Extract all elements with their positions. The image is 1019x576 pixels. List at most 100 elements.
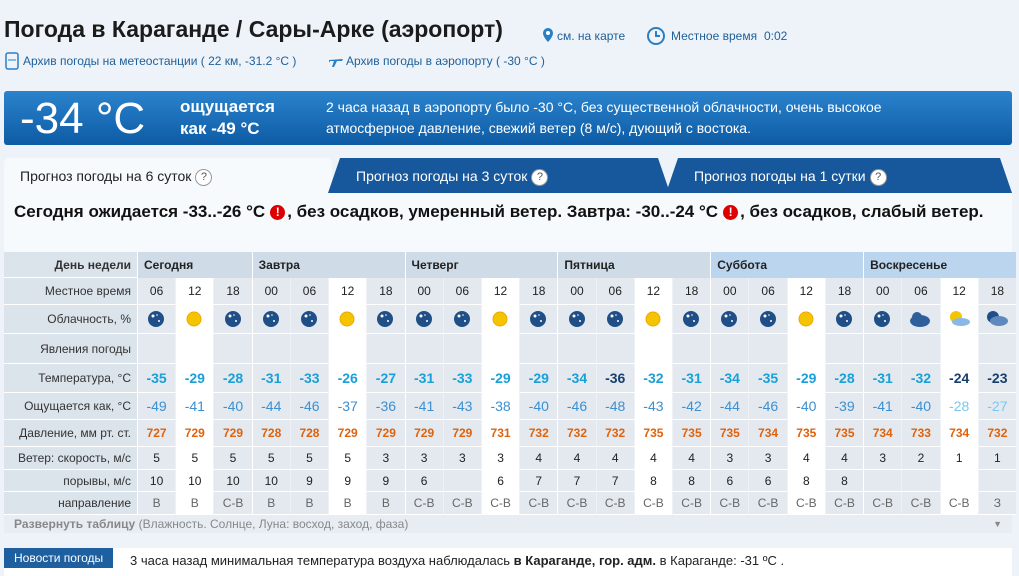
pressure-cell: 729 xyxy=(404,420,443,447)
temperature-cell: -32 xyxy=(633,364,673,393)
wind-speed-cell: 4 xyxy=(786,447,825,470)
pressure-cell: 732 xyxy=(557,420,596,447)
row-label: Ветер: скорость, м/с xyxy=(4,447,137,470)
wind-gust-cell: 8 xyxy=(672,470,711,492)
help-icon[interactable]: ? xyxy=(531,169,548,186)
tab-1-day[interactable]: Прогноз погоды на 1 сутки? xyxy=(666,158,1012,193)
archive-station-link[interactable]: Архив погоды на метеостанции ( 22 км, -3… xyxy=(23,54,297,68)
feels-like-cell: -49 xyxy=(137,393,176,420)
wind-speed-cell: 5 xyxy=(137,447,176,470)
wind-speed-cell: 1 xyxy=(977,447,1016,470)
local-time-label: Местное время xyxy=(671,29,758,43)
wind-gust-cell: 9 xyxy=(289,470,329,492)
day-header: Воскресенье xyxy=(863,252,1016,278)
clock-icon xyxy=(647,27,665,45)
page-title: Погода в Караганде / Сары-Арке (аэропорт… xyxy=(4,16,503,42)
cloud-icon xyxy=(224,311,241,327)
pressure-cell: 729 xyxy=(442,420,481,447)
time-cell: 00 xyxy=(251,278,290,305)
help-icon[interactable]: ? xyxy=(870,169,887,186)
phenomena-cell xyxy=(977,334,1016,364)
temperature-cell: -34 xyxy=(710,364,749,393)
help-icon[interactable]: ? xyxy=(195,168,213,186)
wind-gust-cell: 6 xyxy=(480,470,520,492)
current-temp: -34 °C xyxy=(20,94,146,143)
cloud-icon xyxy=(453,311,470,327)
temperature-cell: -36 xyxy=(595,364,634,393)
row-label: Местное время xyxy=(4,278,137,305)
wind-speed-cell: 5 xyxy=(251,447,290,470)
day-header: Пятница xyxy=(557,252,711,278)
warning-icon[interactable]: ! xyxy=(723,205,739,220)
feels-like-cell: -42 xyxy=(672,393,711,420)
tab-label: Прогноз погоды на 6 суток xyxy=(20,168,192,184)
local-time: 0:02 xyxy=(764,29,788,43)
phenomena-cell xyxy=(289,334,329,364)
warning-icon[interactable]: ! xyxy=(270,205,286,220)
news-tag[interactable]: Новости погоды xyxy=(4,548,114,568)
cloud-icon xyxy=(606,311,623,327)
temperature-cell: -34 xyxy=(557,364,596,393)
wind-speed-cell: 5 xyxy=(328,447,367,470)
row-label: Явления погоды xyxy=(4,334,137,364)
expand-link[interactable]: Развернуть таблицу xyxy=(14,517,136,531)
cloud-cell xyxy=(939,305,978,334)
pressure-cell: 734 xyxy=(863,420,902,447)
summary-text: Сегодня ожидается -33..-26 °C xyxy=(14,202,266,221)
temperature-cell: -29 xyxy=(786,364,825,393)
temperature-cell: -29 xyxy=(480,364,520,393)
tab-3-days[interactable]: Прогноз погоды на 3 суток? xyxy=(328,158,670,193)
phenomena-cell xyxy=(672,334,711,364)
pressure-cell: 731 xyxy=(480,420,520,447)
wind-speed-cell: 2 xyxy=(901,447,940,470)
cloud-cell xyxy=(901,305,940,334)
row-label: Облачность, % xyxy=(4,305,137,334)
pressure-cell: 735 xyxy=(633,420,673,447)
pressure-cell: 727 xyxy=(137,420,176,447)
feels-like-cell: -40 xyxy=(901,393,940,420)
wind-direction-cell: В xyxy=(289,492,329,515)
wind-speed-cell: 4 xyxy=(519,447,558,470)
wind-speed-cell: 3 xyxy=(404,447,443,470)
plane-icon xyxy=(329,59,343,67)
feels-like-cell: -44 xyxy=(710,393,749,420)
phenomena-cell xyxy=(328,334,367,364)
temperature-cell: -27 xyxy=(366,364,405,393)
cloud-icon xyxy=(949,311,970,326)
expand-table[interactable]: Развернуть таблицу (Влажность. Солнце, Л… xyxy=(4,515,1012,533)
wind-gust-cell xyxy=(901,470,940,492)
cloud-icon xyxy=(798,311,814,327)
pressure-cell: 733 xyxy=(901,420,940,447)
feels-like-cell: -40 xyxy=(213,393,252,420)
wind-speed-cell: 5 xyxy=(213,447,252,470)
wind-direction-cell: С-В xyxy=(480,492,520,515)
phenomena-cell xyxy=(366,334,405,364)
time-cell: 12 xyxy=(480,278,520,305)
time-cell: 00 xyxy=(557,278,596,305)
wind-direction-cell: В xyxy=(366,492,405,515)
map-link[interactable]: см. на карте xyxy=(557,29,626,43)
cloud-icon xyxy=(721,311,738,327)
cloud-icon xyxy=(186,311,202,327)
expand-note: (Влажность. Солнце, Луна: восход, заход,… xyxy=(138,517,409,531)
row-label: Давление, мм рт. ст. xyxy=(4,420,137,447)
current-description: 2 часа назад в аэропорту было -30 °C, бе… xyxy=(326,99,882,136)
tab-6-days[interactable]: Прогноз погоды на 6 суток? xyxy=(4,158,332,193)
time-cell: 12 xyxy=(786,278,825,305)
time-cell: 00 xyxy=(863,278,902,305)
pressure-cell: 732 xyxy=(519,420,558,447)
cloud-icon xyxy=(262,311,279,327)
archive-airport-link[interactable]: Архив погоды в аэропорту ( -30 °C ) xyxy=(346,54,545,68)
feels-like-cell: -41 xyxy=(404,393,443,420)
row-label: порывы, м/с xyxy=(4,470,137,492)
wind-speed-cell: 5 xyxy=(175,447,214,470)
feels-like-cell: -44 xyxy=(251,393,290,420)
pressure-cell: 729 xyxy=(175,420,214,447)
phenomena-cell xyxy=(939,334,978,364)
wind-gust-cell: 7 xyxy=(519,470,558,492)
wind-speed-cell: 4 xyxy=(557,447,596,470)
phenomena-cell xyxy=(901,334,940,364)
news-part: в Караганде: -31 ºC . xyxy=(656,553,785,568)
cloud-icon xyxy=(568,311,585,327)
wind-direction-cell: С-В xyxy=(557,492,596,515)
